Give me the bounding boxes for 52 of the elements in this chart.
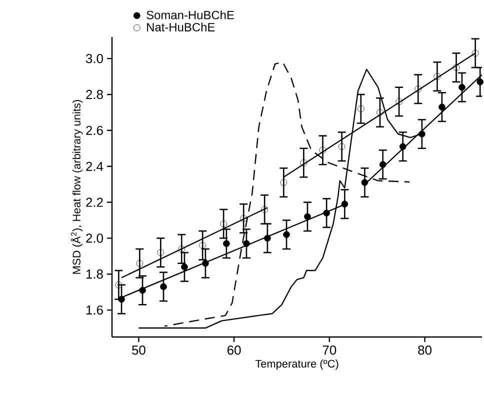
y-tick-label: 2.6 [86,126,103,135]
y-tick-label: 2.8 [86,90,103,100]
point [476,78,484,86]
point [338,143,346,150]
point [319,146,326,154]
x-tick-label: 80 [418,346,432,355]
point [118,296,125,303]
point [414,86,422,92]
point [341,200,348,208]
point [199,242,206,249]
point [181,264,188,270]
y-tick-label: 2.4 [86,162,104,171]
legend-label: Nat-HuBChE [147,22,215,32]
point [283,231,290,238]
point [357,105,364,112]
point [160,283,167,290]
point [243,240,250,247]
x-tick-label: 70 [322,346,336,355]
y-axis-title: MSD (Å$^{2}$), Heat flow (arbitrary units) [70,100,83,274]
point [223,240,230,247]
y-tick-label: 2.0 [86,234,103,243]
point [136,260,144,267]
point [458,84,466,91]
point [399,143,406,150]
x-tick-label: 60 [228,346,241,355]
point [472,50,479,57]
point [220,220,227,228]
point [434,73,441,80]
y-tick-label: 2.2 [86,198,103,207]
point [300,159,308,166]
point [240,215,247,222]
point [376,109,384,116]
point [379,161,386,168]
point [202,260,209,267]
point [157,249,164,256]
legend-label: Soman-HuBChE [146,10,234,20]
point [304,213,311,220]
x-axis-title: Temperature (ºC) [255,360,338,370]
point [396,98,402,106]
point [361,179,368,186]
point [178,246,186,252]
point [323,210,330,216]
y-tick-label: 3.0 [86,54,103,64]
point [139,286,146,294]
x-tick-label: 50 [132,346,146,355]
point [418,130,426,138]
point [452,64,460,71]
y-tick-label: 1.6 [86,305,103,315]
y-tick-label: 1.8 [86,270,103,279]
point [438,104,446,110]
point [280,179,288,186]
point [264,234,271,242]
